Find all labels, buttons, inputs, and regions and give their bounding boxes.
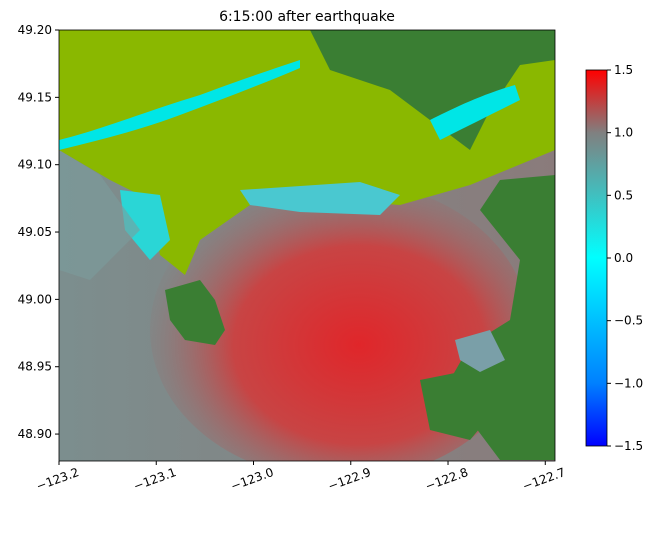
chart-title: 6:15:00 after earthquake — [219, 9, 395, 25]
colorbar-tick-label: 1.5 — [614, 63, 633, 77]
colorbar-tick-label: 0.0 — [614, 251, 633, 265]
colorbar-tick-label: 1.0 — [614, 126, 633, 140]
y-tick-label: 49.00 — [18, 292, 52, 306]
colorbar-axis: −1.5 −1.0 −0.5 0.0 0.5 1.0 1.5 — [607, 63, 643, 453]
y-tick-label: 48.90 — [18, 427, 52, 441]
y-tick-label: 49.10 — [18, 158, 52, 172]
x-tick-label: −123.2 — [34, 465, 81, 493]
x-axis: −123.2 −123.1 −123.0 −122.9 −122.8 −122.7 — [34, 461, 567, 493]
y-axis: 48.90 48.95 49.00 49.05 49.10 49.15 49.20 — [18, 23, 59, 441]
y-tick-label: 49.20 — [18, 23, 52, 37]
y-tick-label: 49.05 — [18, 225, 52, 239]
colorbar-tick-label: −1.0 — [614, 376, 643, 390]
x-tick-label: −122.7 — [521, 465, 568, 493]
y-tick-label: 48.95 — [18, 360, 52, 374]
x-tick-label: −123.0 — [229, 465, 276, 493]
x-tick-label: −122.8 — [423, 465, 470, 493]
colorbar-tick-label: −1.5 — [614, 439, 643, 453]
x-tick-label: −122.9 — [326, 465, 373, 493]
x-tick-label: −123.1 — [132, 465, 179, 493]
colorbar-tick-label: −0.5 — [614, 314, 643, 328]
heatmap-image — [59, 30, 555, 461]
y-tick-label: 49.15 — [18, 90, 52, 104]
plot-frame — [58, 29, 556, 462]
colorbar-tick-label: 0.5 — [614, 188, 633, 202]
colorbar — [585, 69, 608, 447]
